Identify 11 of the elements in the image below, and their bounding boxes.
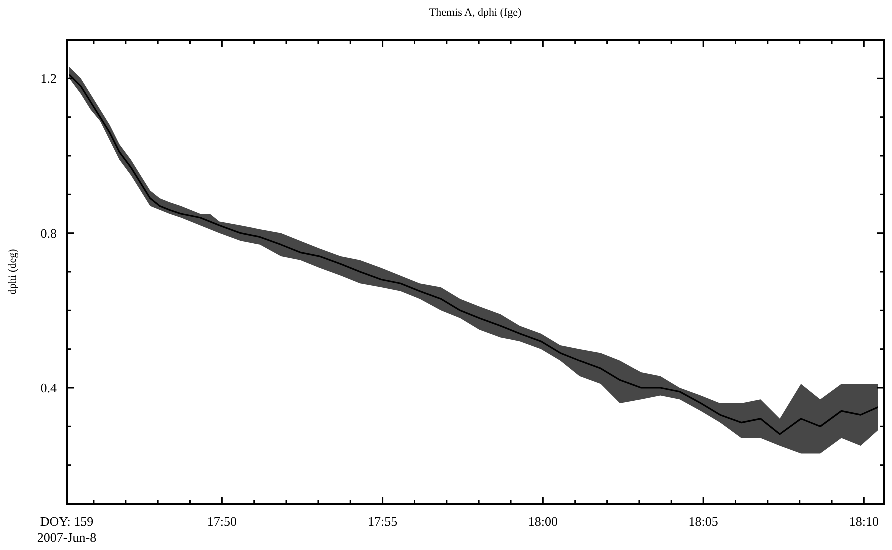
y-tick-label: 0.8 (40, 226, 57, 241)
x-tick-label: DOY: 159 2007-Jun-8 (37, 514, 97, 545)
chart-title: Themis A, dphi (fge) (429, 7, 522, 19)
x-tick-label: 17:55 (368, 514, 398, 529)
x-tick-label: 18:10 (849, 514, 879, 529)
y-tick-label: 1.2 (40, 71, 57, 86)
x-tick-label: 18:05 (688, 514, 718, 529)
x-tick-label: 17:50 (207, 514, 238, 529)
y-axis-title: dphi (deg) (7, 248, 19, 295)
y-tick-label: 0.4 (40, 380, 58, 396)
x-tick-label: 18:00 (528, 514, 558, 529)
